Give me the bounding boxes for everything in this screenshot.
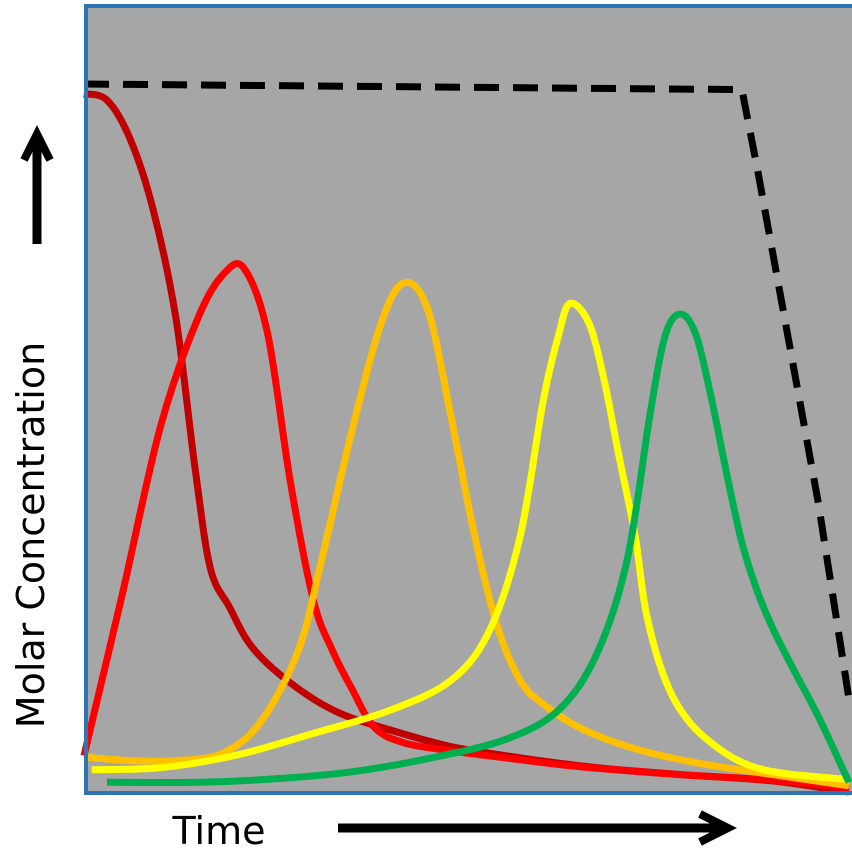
plot-frame — [84, 4, 852, 795]
series-line-5 — [91, 299, 850, 783]
series-line-1 — [83, 80, 852, 700]
x-axis-label: Time — [172, 809, 266, 852]
y-axis-label: Molar Concentration — [9, 342, 53, 728]
y-axis-arrow — [20, 125, 54, 244]
x-axis-arrow — [338, 810, 737, 846]
series-line-4 — [83, 278, 850, 790]
plot-area — [84, 8, 852, 791]
series-line-6 — [106, 310, 852, 787]
series-layer — [80, 80, 852, 796]
series-line-3 — [80, 260, 850, 792]
